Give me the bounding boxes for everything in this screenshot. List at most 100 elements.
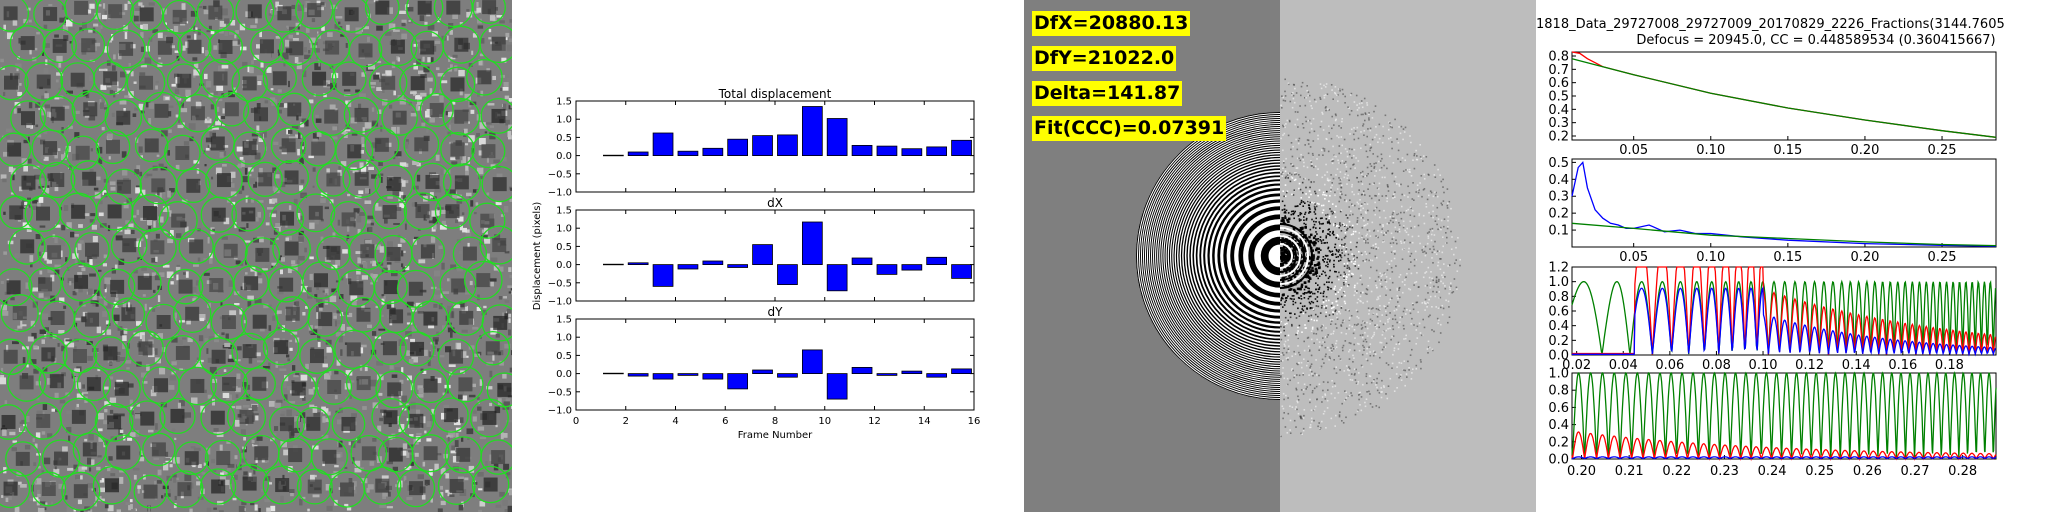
axes-frame [575, 209, 975, 302]
series-blue [1571, 456, 1997, 460]
particle-pick [0, 268, 33, 307]
x-tick-label: 12 [868, 416, 881, 427]
particle-pick [178, 228, 214, 265]
y-tick-label: 1.0 [556, 333, 572, 344]
ctf-spectrum-panel: DfX=20880.13 DfY=21022.0 Delta=141.87 Fi… [1024, 0, 1536, 512]
particle-pick [178, 93, 218, 133]
particle-pick [94, 403, 134, 442]
x-tick-label: 0.22 [1662, 464, 1691, 479]
particle-pick [247, 161, 283, 197]
particle-pick [145, 303, 182, 341]
particle-pick [210, 303, 248, 341]
particle-pick [307, 301, 343, 337]
x-tick-label: 2 [623, 416, 629, 427]
y-tick-label: 0.7 [1548, 63, 1569, 78]
particle-pick [42, 28, 77, 64]
particle-pick [269, 406, 305, 443]
chart-title: dX [767, 196, 783, 210]
particle-pick [129, 400, 166, 437]
particle-pick [373, 331, 407, 366]
particle-pick [268, 266, 304, 303]
dfy-label: DfY=21022.0 [1032, 46, 1177, 71]
particle-pick [439, 266, 477, 305]
particle-pick [262, 61, 297, 96]
particle-pick [348, 232, 387, 271]
particle-pick [331, 61, 367, 97]
particle-pick [0, 195, 33, 230]
particle-pick [399, 331, 435, 367]
particle-pick [335, 132, 374, 171]
x-tick-label: 0.16 [1888, 358, 1917, 373]
particle-pick [295, 0, 334, 30]
particle-pick [368, 63, 408, 103]
particle-pick [270, 127, 307, 164]
particle-pick [200, 126, 236, 161]
particle-pick [231, 332, 269, 370]
y-tick-label: 0.8 [1548, 384, 1569, 399]
particle-pick [24, 62, 64, 102]
particle-pick [302, 261, 340, 300]
particle-pick [159, 397, 196, 435]
particle-pick [469, 398, 509, 438]
drift-bar [826, 264, 848, 292]
particle-pick [364, 0, 400, 25]
particle-pick [412, 300, 449, 337]
particle-pick [364, 127, 400, 163]
x-tick-label: 0.20 [1850, 143, 1879, 158]
x-tick-label: 0.25 [1928, 143, 1957, 158]
drift-charts: Displacement (pixels) Frame Number Total… [532, 87, 980, 441]
x-tick-label: 0 [573, 416, 579, 427]
particle-pick [131, 194, 169, 232]
particle-pick [176, 168, 211, 204]
x-tick-label: 8 [772, 416, 778, 427]
y-tick-label: 0.0 [556, 260, 572, 271]
particle-pick [434, 193, 471, 229]
fit-subtitle: Defocus = 20945.0, CC = 0.448589534 (0.3… [1636, 33, 1995, 48]
particle-pick [311, 97, 351, 136]
series-green [1571, 222, 1997, 247]
particle-pick [106, 29, 146, 69]
particle-pick [481, 165, 512, 203]
axes-frame [1571, 372, 1997, 460]
particle-pick [8, 227, 46, 265]
drift-bar [627, 373, 649, 377]
y-tick-label: 1.5 [556, 315, 572, 326]
particle-pick [235, 0, 275, 31]
fit-chart-1: 0.5 0.4 0.3 0.2 0.1 0.05 0.10 0.15 0.20 0.25 [1548, 156, 1997, 265]
particle-pick [65, 135, 101, 171]
particle-pick [471, 134, 506, 169]
series-blue [1571, 160, 1997, 247]
particle-pick [126, 63, 166, 103]
series-green [1571, 371, 1997, 459]
particle-pick [200, 196, 237, 233]
drift-bar [876, 145, 898, 157]
y-tick-label: 0.0 [1548, 349, 1569, 364]
ctf-model-rings [1136, 112, 1280, 400]
drift-bar [677, 373, 699, 376]
particle-pick [177, 29, 212, 64]
particle-pick [243, 96, 279, 133]
drift-bar [627, 262, 649, 265]
particle-pick [363, 466, 402, 505]
y-tick-label: 0.0 [556, 151, 572, 162]
particle-pick [466, 58, 503, 96]
particle-pick [105, 168, 143, 205]
particle-pick [28, 267, 62, 302]
series-blue [1572, 286, 1997, 357]
particle-pick [61, 471, 101, 511]
chart-title: dY [768, 305, 784, 319]
y-tick-label: 0.2 [1548, 334, 1569, 349]
drift-bar [951, 264, 972, 279]
particle-pick [204, 439, 242, 477]
y-tick-label: 1.0 [556, 115, 572, 126]
ctf-experimental-spectrum [1280, 78, 1461, 438]
drift-bar [652, 264, 674, 287]
x-tick-label: 0.10 [1749, 358, 1778, 373]
particle-pick [437, 338, 475, 375]
y-tick-label: −0.5 [548, 387, 572, 398]
y-tick-label: 0.8 [1548, 50, 1569, 65]
particle-pick [95, 192, 134, 231]
x-tick-label: 0.23 [1710, 464, 1739, 479]
particle-pick [10, 100, 46, 136]
particle-pick [128, 266, 162, 300]
